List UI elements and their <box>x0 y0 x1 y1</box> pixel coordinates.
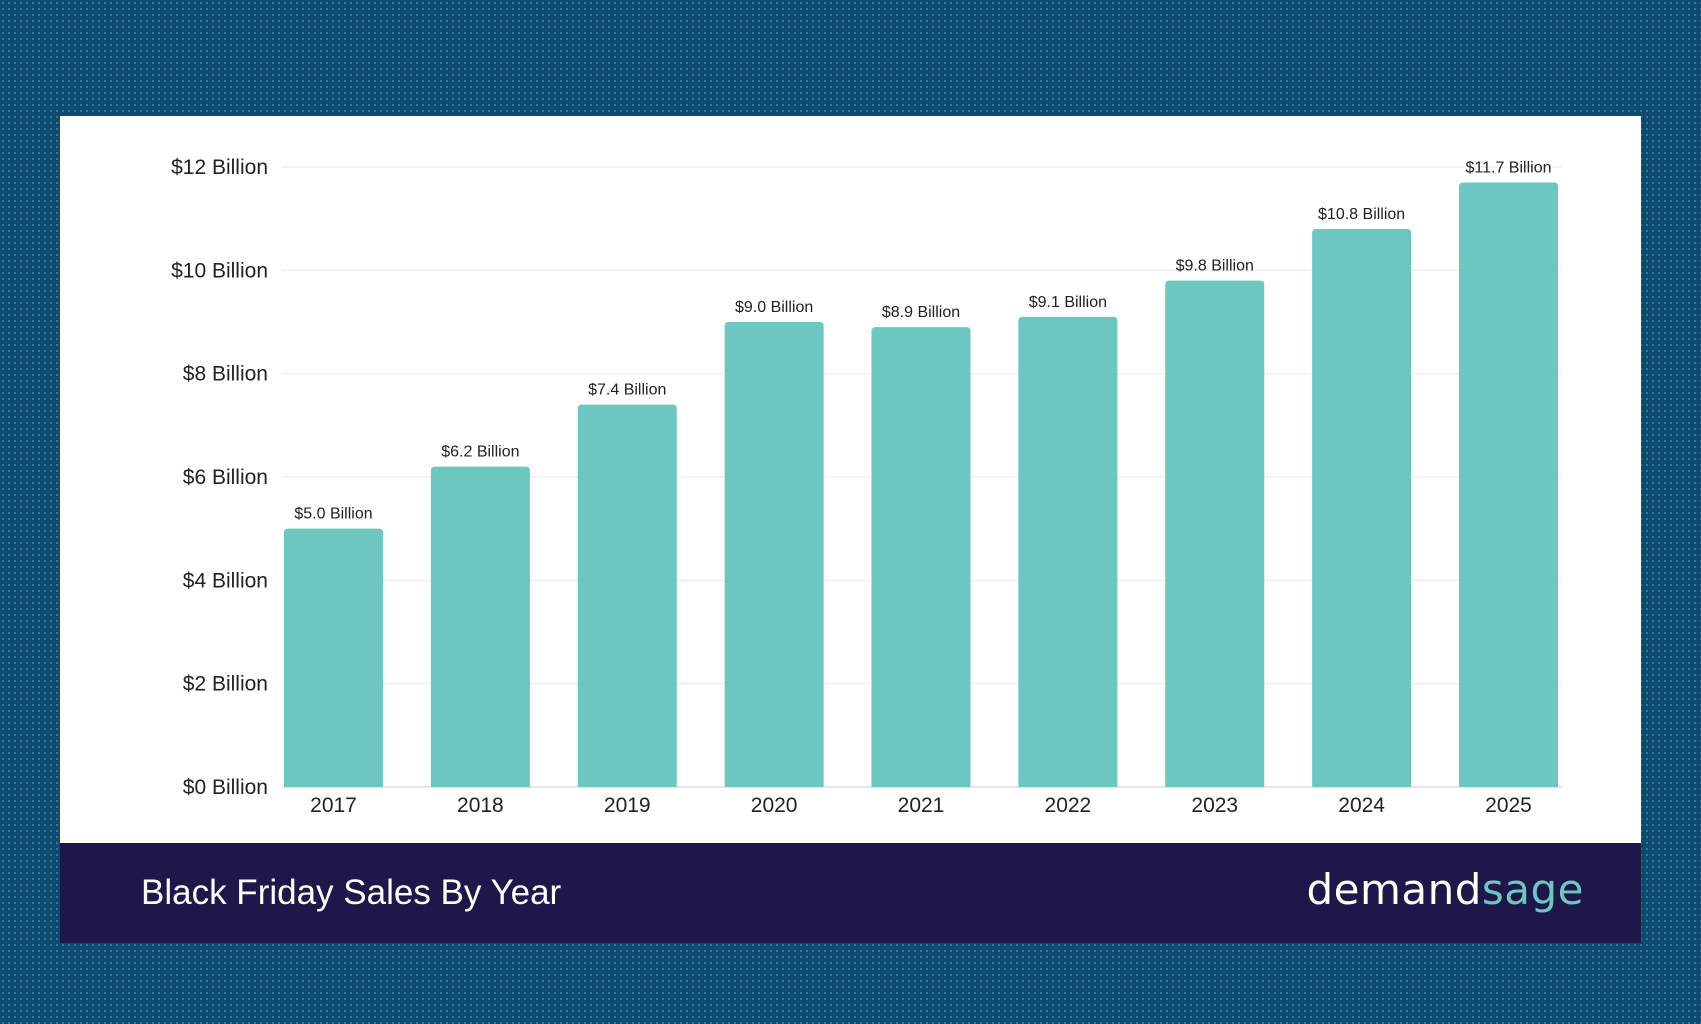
x-tick-label: 2019 <box>604 794 651 817</box>
data-label: $11.7 Billion <box>1466 160 1552 177</box>
bar-2020 <box>724 322 824 787</box>
bar-2021 <box>871 327 971 787</box>
bar-2024 <box>1312 229 1412 787</box>
bar-2019 <box>577 404 677 787</box>
data-label: $7.4 Billion <box>588 382 666 399</box>
x-tick-label: 2024 <box>1338 794 1385 817</box>
y-tick-label: $10 Billion <box>171 259 268 282</box>
data-label: $9.1 Billion <box>1029 294 1107 311</box>
x-tick-label: 2022 <box>1045 794 1092 817</box>
y-tick-label: $6 Billion <box>183 466 268 489</box>
logo-part-sage: sage <box>1481 865 1584 914</box>
data-label: $10.8 Billion <box>1318 206 1405 223</box>
x-tick-label: 2017 <box>310 794 357 817</box>
bar-2017 <box>284 528 383 787</box>
demandsage-logo: demandsage <box>1306 865 1584 914</box>
y-tick-label: $0 Billion <box>183 776 268 799</box>
y-tick-label: $2 Billion <box>183 673 268 696</box>
logo-part-demand: demand <box>1306 865 1482 914</box>
x-tick-label: 2025 <box>1485 794 1532 817</box>
data-label: $9.0 Billion <box>735 299 813 316</box>
footer-banner: Black Friday Sales By Year demandsage <box>60 843 1641 943</box>
bar-2025 <box>1459 182 1558 787</box>
bar-2022 <box>1018 316 1118 787</box>
data-label: $5.0 Billion <box>294 506 372 523</box>
x-tick-label: 2020 <box>751 794 798 817</box>
y-tick-label: $4 Billion <box>183 569 268 592</box>
bar-2023 <box>1165 280 1265 787</box>
y-tick-label: $8 Billion <box>183 363 268 386</box>
x-tick-label: 2018 <box>457 794 504 817</box>
data-label: $8.9 Billion <box>882 304 960 321</box>
data-label: $9.8 Billion <box>1176 258 1254 275</box>
y-tick-label: $12 Billion <box>171 156 268 179</box>
chart-title: Black Friday Sales By Year <box>141 873 562 912</box>
bar-2018 <box>430 466 530 787</box>
x-tick-label: 2023 <box>1191 794 1238 817</box>
x-tick-label: 2021 <box>898 794 945 817</box>
data-label: $6.2 Billion <box>441 444 519 461</box>
